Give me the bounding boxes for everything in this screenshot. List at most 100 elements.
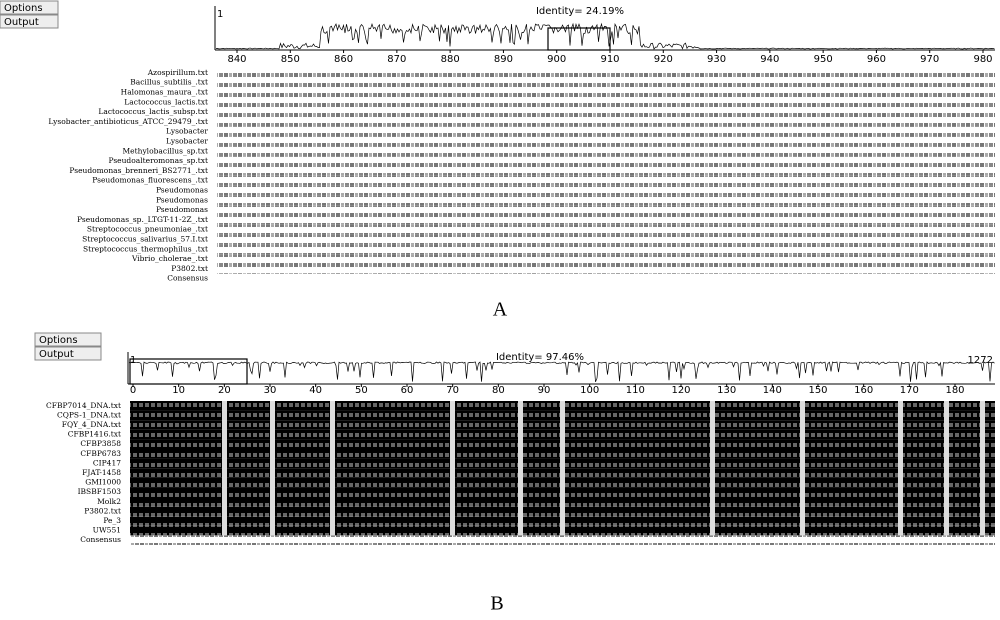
ruler-tick-label: 170 [900, 385, 919, 396]
sequence-row [217, 234, 995, 245]
button-label: Output [4, 17, 39, 28]
panel-label: B [490, 593, 503, 615]
selection-box [547, 27, 611, 51]
button[interactable] [34, 346, 102, 361]
ruler-tick-label: 970 [920, 54, 939, 65]
ruler-tick-label: 30 [264, 385, 277, 396]
sequence-name: GMI1000 [85, 478, 121, 487]
ruler-tick-label: 910 [600, 54, 619, 65]
sequence-name: Lactococcus_lactis.txt [124, 97, 208, 106]
sequence-name: FJAT-1458 [82, 468, 121, 477]
sequence-row [217, 136, 995, 147]
sequence-name: CQPS-1_DNA.txt [57, 410, 121, 419]
sequence-name: Pseudomonas [156, 205, 208, 214]
sequence-name: Bacillus_subtilis_.txt [130, 78, 208, 87]
variant-column [944, 401, 949, 536]
sequence-name: Pseudoalteromonas_sp.txt [108, 156, 208, 165]
sequence-name: Streptococcus_pneumoniae_.txt [87, 225, 208, 234]
ruler-tick-label: 960 [867, 54, 886, 65]
sequence-name: Azospirillum.txt [147, 68, 208, 77]
sequence-name: Pseudomonas_brenneri_BS2771_.txt [69, 166, 208, 175]
sequence-row [217, 156, 995, 166]
sequence-row [217, 175, 995, 186]
sequence-name: Lactococcus_lactis_subsp.txt [98, 107, 208, 116]
button[interactable] [0, 0, 59, 15]
variant-column [898, 401, 903, 536]
sequence-row [217, 264, 995, 274]
sequence-name: Halomonas_maura_.txt [121, 88, 208, 97]
sequence-name: Pseudomonas_sp._LTGT-11-2Z_.txt [77, 215, 208, 224]
ruler-tick-label: 100 [580, 385, 599, 396]
sequence-name: P3802.txt [84, 506, 121, 515]
ruler-tick-label: 90 [538, 385, 551, 396]
sequence-name: CFBP7014_DNA.txt [46, 401, 121, 410]
sequence-row [217, 195, 995, 206]
sequence-row [217, 117, 995, 127]
sequence-name: Streptococcus_thermophilus_.txt [83, 244, 208, 253]
variant-column [450, 401, 455, 536]
sequence-name: IBSBF1503 [78, 487, 122, 496]
sequence-name: CIP417 [93, 458, 121, 467]
identity-profile [128, 361, 995, 383]
ruler-tick-label: 110 [626, 385, 645, 396]
sequence-row [217, 254, 995, 264]
sequence-name: Lysobacter [166, 127, 208, 136]
identity: Identity= 24.19% [536, 6, 624, 17]
sequence-row [217, 273, 995, 284]
sequence-name: Consensus [167, 274, 208, 283]
sequence-row [217, 126, 995, 137]
sequence-row [217, 68, 995, 78]
ruler-tick-label: 840 [227, 54, 246, 65]
ruler-tick-label: 10 [172, 385, 185, 396]
ruler-tick-label: 160 [854, 385, 873, 396]
variant-column [222, 401, 227, 536]
ruler-tick-label: 70 [446, 385, 459, 396]
sequence-row [217, 244, 995, 255]
variant-column [270, 401, 275, 536]
ruler-tick-label: 880 [441, 54, 460, 65]
sequence-row [217, 185, 995, 196]
ruler-tick-label: 890 [494, 54, 513, 65]
variant-column [560, 401, 565, 536]
sequence-row [217, 166, 995, 176]
sequence-name: Molk2 [97, 497, 121, 506]
sequence-row [217, 205, 995, 215]
sequence-name: Consensus [80, 535, 121, 544]
ruler-tick-label: 950 [814, 54, 833, 65]
variant-column [710, 401, 715, 536]
sequence-name: FQY_4_DNA.txt [62, 420, 121, 429]
ruler-tick-label: 900 [547, 54, 566, 65]
sequence-name: P3802.txt [171, 264, 208, 273]
ruler-tick-label: 150 [808, 385, 827, 396]
button[interactable] [34, 332, 102, 347]
button-label: Options [4, 3, 43, 14]
ruler-tick-label: 40 [309, 385, 322, 396]
sequence-name: Pseudomonas [156, 186, 208, 195]
button-label: Output [39, 349, 74, 360]
ruler-tick-label: 930 [707, 54, 726, 65]
ruler-tick-label: 20 [218, 385, 231, 396]
ruler-tick-label: 920 [654, 54, 673, 65]
ruler-tick-label: 120 [671, 385, 690, 396]
sequence-row [217, 87, 995, 98]
sequence-name: Pseudomonas [156, 195, 208, 204]
sequence-row [130, 535, 995, 545]
sequence-name: CFBP6783 [80, 449, 121, 458]
ruler-tick-label: 870 [387, 54, 406, 65]
ruler-tick-label: 140 [763, 385, 782, 396]
ruler-tick-label: 60 [401, 385, 414, 396]
panel-label: A [493, 299, 508, 321]
variant-column [980, 401, 985, 536]
sequence-name: Pseudomonas_fluorescens_.txt [92, 176, 208, 185]
ruler-tick-label: 860 [334, 54, 353, 65]
selection-box [129, 358, 248, 385]
sequence-name: Pe_3 [103, 516, 121, 525]
ruler-tick-label: 0 [130, 385, 136, 396]
identity: Identity= 97.46% [496, 352, 584, 363]
button[interactable] [0, 14, 59, 29]
sequence-row [217, 146, 995, 157]
range-start: 1 [130, 355, 136, 366]
sequence-name: Lysobacter_antibioticus_ATCC_29479_.txt [48, 117, 208, 126]
sequence-name: UW551 [93, 526, 121, 535]
sequence-row [217, 107, 995, 117]
